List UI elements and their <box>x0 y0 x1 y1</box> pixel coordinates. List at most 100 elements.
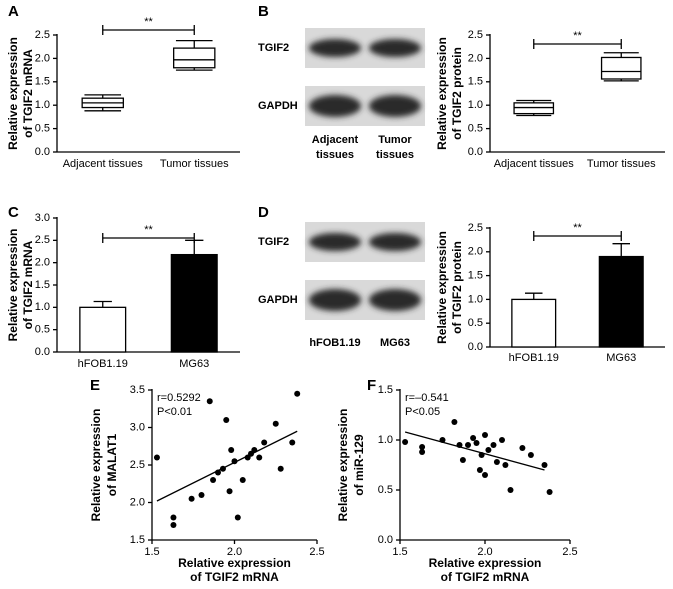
point <box>490 442 497 448</box>
y-axis-title: Relative expression <box>6 229 20 342</box>
blot-band <box>369 233 421 251</box>
panel-letter: A <box>8 3 19 20</box>
point <box>153 454 160 461</box>
y-axis-title: Relative expression <box>435 231 449 344</box>
y-tick-label: 1.5 <box>130 534 145 546</box>
y-tick-label: 2.0 <box>468 246 483 258</box>
y-tick-label: 0.0 <box>468 146 483 158</box>
y-tick-label: 3.5 <box>130 384 145 396</box>
x-tick-label: 2.5 <box>562 546 577 558</box>
point <box>507 487 514 493</box>
stat-annotation: P<0.01 <box>157 406 192 418</box>
point <box>419 444 426 450</box>
stat-annotation: r=–0.541 <box>405 392 449 404</box>
point <box>223 417 230 423</box>
x-tick-label: 2.0 <box>477 546 492 558</box>
x-axis-title: of TGIF2 mRNA <box>190 570 279 584</box>
panel-letter: F <box>367 377 376 394</box>
stat-annotation: P<0.05 <box>405 406 440 418</box>
point <box>256 454 263 461</box>
point <box>473 440 480 446</box>
y-tick-label: 3.0 <box>130 421 145 433</box>
box <box>173 47 216 69</box>
x-tick-label: hFOB1.19 <box>78 358 128 370</box>
point <box>261 439 268 446</box>
y-axis-title: Relative expression <box>89 409 103 522</box>
panel-letter: D <box>258 204 269 221</box>
y-tick-label: 1.0 <box>378 434 393 446</box>
box <box>513 102 555 115</box>
point <box>519 445 526 451</box>
point <box>451 419 458 425</box>
x-axis-title: of TGIF2 mRNA <box>441 570 530 584</box>
y-tick-label: 1.5 <box>468 270 483 282</box>
y-axis-title: Relative expression <box>336 409 350 522</box>
y-axis-title: of TGIF2 protein <box>450 47 464 140</box>
y-tick-label: 0.5 <box>468 317 483 329</box>
point <box>289 439 296 446</box>
significance-label: ** <box>573 30 582 42</box>
blot-row-label: TGIF2 <box>258 236 289 248</box>
blot-lane-label: hFOB1.19 <box>309 337 360 349</box>
x-tick-label: 2.5 <box>309 546 324 558</box>
y-axis-title: of TGIF2 mRNA <box>21 49 35 138</box>
bar <box>598 255 644 348</box>
y-tick-label: 2.5 <box>468 222 483 234</box>
blot-lane-label: tissues <box>316 149 354 161</box>
significance-label: ** <box>573 222 582 234</box>
y-tick-label: 0.5 <box>35 123 50 135</box>
panel-letter: B <box>258 3 269 20</box>
y-tick-label: 1.5 <box>35 279 50 291</box>
y-tick-label: 1.5 <box>378 384 393 396</box>
blot-band <box>309 289 361 311</box>
y-axis-title: of MALAT1 <box>105 433 119 496</box>
point <box>206 398 213 405</box>
blot-row-label: GAPDH <box>258 100 298 112</box>
x-tick-label: Adjacent tissues <box>63 158 144 170</box>
blot-band <box>369 95 421 117</box>
point <box>465 442 471 448</box>
x-tick-label: 1.5 <box>392 546 407 558</box>
stat-annotation: r=0.5292 <box>157 392 201 404</box>
bar <box>170 253 218 353</box>
point <box>493 459 500 465</box>
point <box>482 472 488 478</box>
y-tick-label: 2.0 <box>130 496 145 508</box>
y-tick-label: 1.5 <box>35 76 50 88</box>
y-axis-title: Relative expression <box>435 37 449 150</box>
point <box>502 462 509 468</box>
y-axis-title: Relative expression <box>6 37 20 150</box>
blot-band <box>369 289 421 311</box>
y-tick-label: 0.0 <box>35 346 50 358</box>
blot-lane-label: Adjacent <box>312 134 359 146</box>
bar <box>79 306 127 353</box>
y-tick-label: 3.0 <box>35 212 50 224</box>
blot-lane-label: tissues <box>376 149 414 161</box>
point <box>485 447 492 453</box>
y-tick-label: 1.0 <box>468 99 483 111</box>
x-tick-label: MG63 <box>606 352 636 364</box>
blot-row-label: TGIF2 <box>258 42 289 54</box>
blot-band <box>309 233 361 251</box>
blot-lane-label: MG63 <box>380 337 410 349</box>
y-tick-label: 2.5 <box>468 29 483 41</box>
y-tick-label: 1.0 <box>35 301 50 313</box>
x-tick-label: Adjacent tissues <box>494 158 575 170</box>
point <box>210 477 217 483</box>
significance-label: ** <box>144 224 153 236</box>
x-axis-title: Relative expression <box>429 556 542 570</box>
point <box>272 420 279 427</box>
y-axis-title: of TGIF2 mRNA <box>21 240 35 329</box>
point <box>170 514 177 521</box>
y-tick-label: 2.0 <box>468 52 483 64</box>
y-axis-title: of TGIF2 protein <box>450 241 464 334</box>
blot-band <box>309 39 361 57</box>
panel-letter: C <box>8 204 19 221</box>
point <box>277 465 284 472</box>
point <box>198 492 205 498</box>
y-tick-label: 2.0 <box>35 52 50 64</box>
box <box>600 56 642 80</box>
point <box>239 477 246 483</box>
y-tick-label: 0.5 <box>468 123 483 135</box>
